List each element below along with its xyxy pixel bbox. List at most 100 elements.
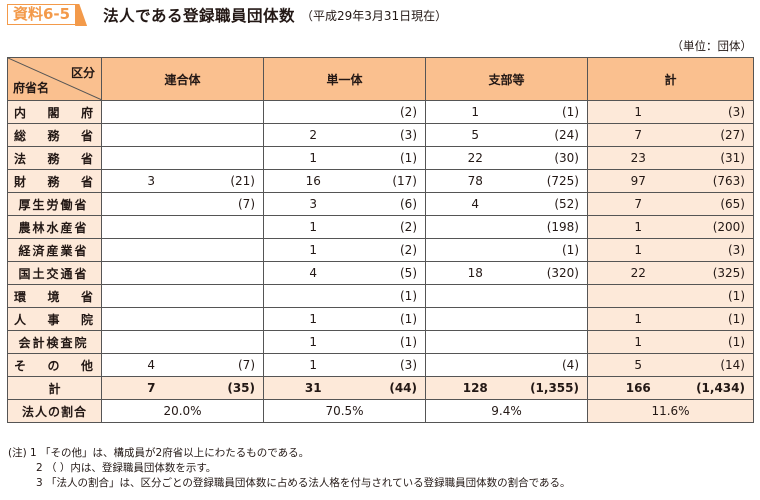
- corporate-count: 97: [630, 174, 646, 188]
- registered-count: (1): [562, 105, 579, 119]
- ministry-name-part: 省: [80, 128, 93, 143]
- data-cell: [425, 284, 588, 308]
- data-cell: 1 (2): [263, 215, 426, 239]
- footnote-2: 2 （ ）内は、登録職員団体数を示す。: [36, 462, 217, 474]
- page-title: 法人である登録職員団体数: [103, 7, 295, 25]
- ministry-name-part: 省: [80, 151, 93, 166]
- ministry-name-part: 省: [80, 289, 93, 304]
- ministry-name-part: 府: [80, 105, 93, 120]
- header-row: 区分 府省名 連合体 単一体 支部等 計: [7, 57, 754, 101]
- ratio-cell: 20.0%: [101, 399, 264, 423]
- corporate-count: 1: [309, 220, 318, 234]
- corner-header: 区分 府省名: [7, 57, 102, 101]
- corporate-count: 166: [625, 381, 651, 395]
- row-header-ministry: 国土交通省: [7, 261, 102, 285]
- data-cell: 3 (6): [263, 192, 426, 216]
- ministry-name-part: 省: [80, 174, 93, 189]
- ministry-name-part: 他: [80, 358, 93, 373]
- ministry-name-part: 財: [14, 174, 27, 189]
- registered-count: (21): [230, 174, 255, 188]
- data-cell: 1 (3): [263, 353, 426, 377]
- total-cell: 128 (1,355): [425, 376, 588, 400]
- row-header-ministry: その他: [7, 353, 102, 377]
- total-cell: 7 (65): [587, 192, 754, 216]
- row-header-ministry: 財務省: [7, 169, 102, 193]
- registered-count: (7): [238, 197, 255, 211]
- data-cell: 16 (17): [263, 169, 426, 193]
- registered-count: (198): [546, 220, 579, 234]
- total-cell: 5 (14): [587, 353, 754, 377]
- registered-count: (3): [728, 243, 745, 257]
- ministry-name-part: 総: [14, 128, 27, 143]
- total-cell: 7 (27): [587, 123, 754, 147]
- column-header-single: 単一体: [263, 57, 426, 101]
- registered-count: (1,434): [696, 381, 745, 395]
- registered-count: (7): [238, 358, 255, 372]
- data-cell: 78 (725): [425, 169, 588, 193]
- corporate-count: 7: [634, 197, 643, 211]
- diagonal-line-icon: [8, 58, 101, 100]
- corporate-count: 1: [634, 220, 643, 234]
- corporate-count: 78: [467, 174, 483, 188]
- ministry-name-part: 環: [14, 289, 27, 304]
- row-header-ministry: 法務省: [7, 146, 102, 170]
- data-cell: 22 (30): [425, 146, 588, 170]
- corporate-count: 1: [471, 105, 480, 119]
- data-cell: [101, 330, 264, 354]
- total-cell: 7 (35): [101, 376, 264, 400]
- registered-count: (1): [562, 243, 579, 257]
- corporate-count: 4: [147, 358, 156, 372]
- registered-count: (24): [554, 128, 579, 142]
- data-cell: (4): [425, 353, 588, 377]
- total-row: 計 7 (35) 31 (44) 128 (1,355) 166 (1,434): [7, 376, 754, 400]
- row-header-ministry: 会計検査院: [7, 330, 102, 354]
- data-cell: 4 (5): [263, 261, 426, 285]
- row-header-ministry: 農林水産省: [7, 215, 102, 239]
- ministry-name-part: 境: [47, 289, 60, 304]
- corporate-count: 7: [147, 381, 156, 395]
- ministry-name-part: 国土交通省: [18, 266, 89, 281]
- data-cell: [101, 100, 264, 124]
- registered-count: (1): [400, 289, 417, 303]
- ratio-cell: 70.5%: [263, 399, 426, 423]
- registered-count: (65): [720, 197, 745, 211]
- corporate-count: 3: [147, 174, 156, 188]
- table-row: 国土交通省 4 (5) 18 (320) 22 (325): [7, 261, 754, 285]
- data-cell: 1 (1): [425, 100, 588, 124]
- data-cell: [101, 146, 264, 170]
- corporate-count: 16: [305, 174, 321, 188]
- corporate-count: 18: [467, 266, 483, 280]
- data-cell: 1 (2): [263, 238, 426, 262]
- table-row: 農林水産省 1 (2) (198) 1 (200): [7, 215, 754, 239]
- corporate-count: 128: [462, 381, 488, 395]
- ministry-name-part: 法: [14, 151, 27, 166]
- corner-label-ministry: 府省名: [13, 81, 50, 95]
- data-cell: (2): [263, 100, 426, 124]
- registered-count: (4): [562, 358, 579, 372]
- column-header-total: 計: [587, 57, 754, 101]
- corporate-count: 4: [309, 266, 318, 280]
- registered-count: (3): [400, 358, 417, 372]
- badge-stripe-decoration: [75, 4, 88, 26]
- row-header-ministry: 人事院: [7, 307, 102, 331]
- data-cell: 4 (52): [425, 192, 588, 216]
- corporate-count: 1: [634, 105, 643, 119]
- footnote-3: 3 「法人の割合」は、区分ごとの登録職員団体数に占める法人格を付与されている登録…: [36, 477, 571, 489]
- total-cell: 31 (44): [263, 376, 426, 400]
- row-header-ministry: 環境省: [7, 284, 102, 308]
- data-cell: [101, 261, 264, 285]
- registered-count: (52): [554, 197, 579, 211]
- ministry-name-part: 務: [47, 174, 60, 189]
- registered-count: (1): [400, 151, 417, 165]
- ratio-row: 法人の割合 20.0% 70.5% 9.4% 11.6%: [7, 399, 754, 423]
- ministry-name-part: 閣: [47, 105, 60, 120]
- total-cell: 1 (200): [587, 215, 754, 239]
- data-cell: (198): [425, 215, 588, 239]
- registered-count: (1): [728, 335, 745, 349]
- data-cell: [425, 330, 588, 354]
- data-cell: (7): [101, 192, 264, 216]
- row-header-ministry: 総務省: [7, 123, 102, 147]
- table-row: そ の 他 4 (7) 1 (3) (4) 5 (14): [7, 353, 754, 377]
- data-cell: [425, 307, 588, 331]
- data-cell: 4 (7): [101, 353, 264, 377]
